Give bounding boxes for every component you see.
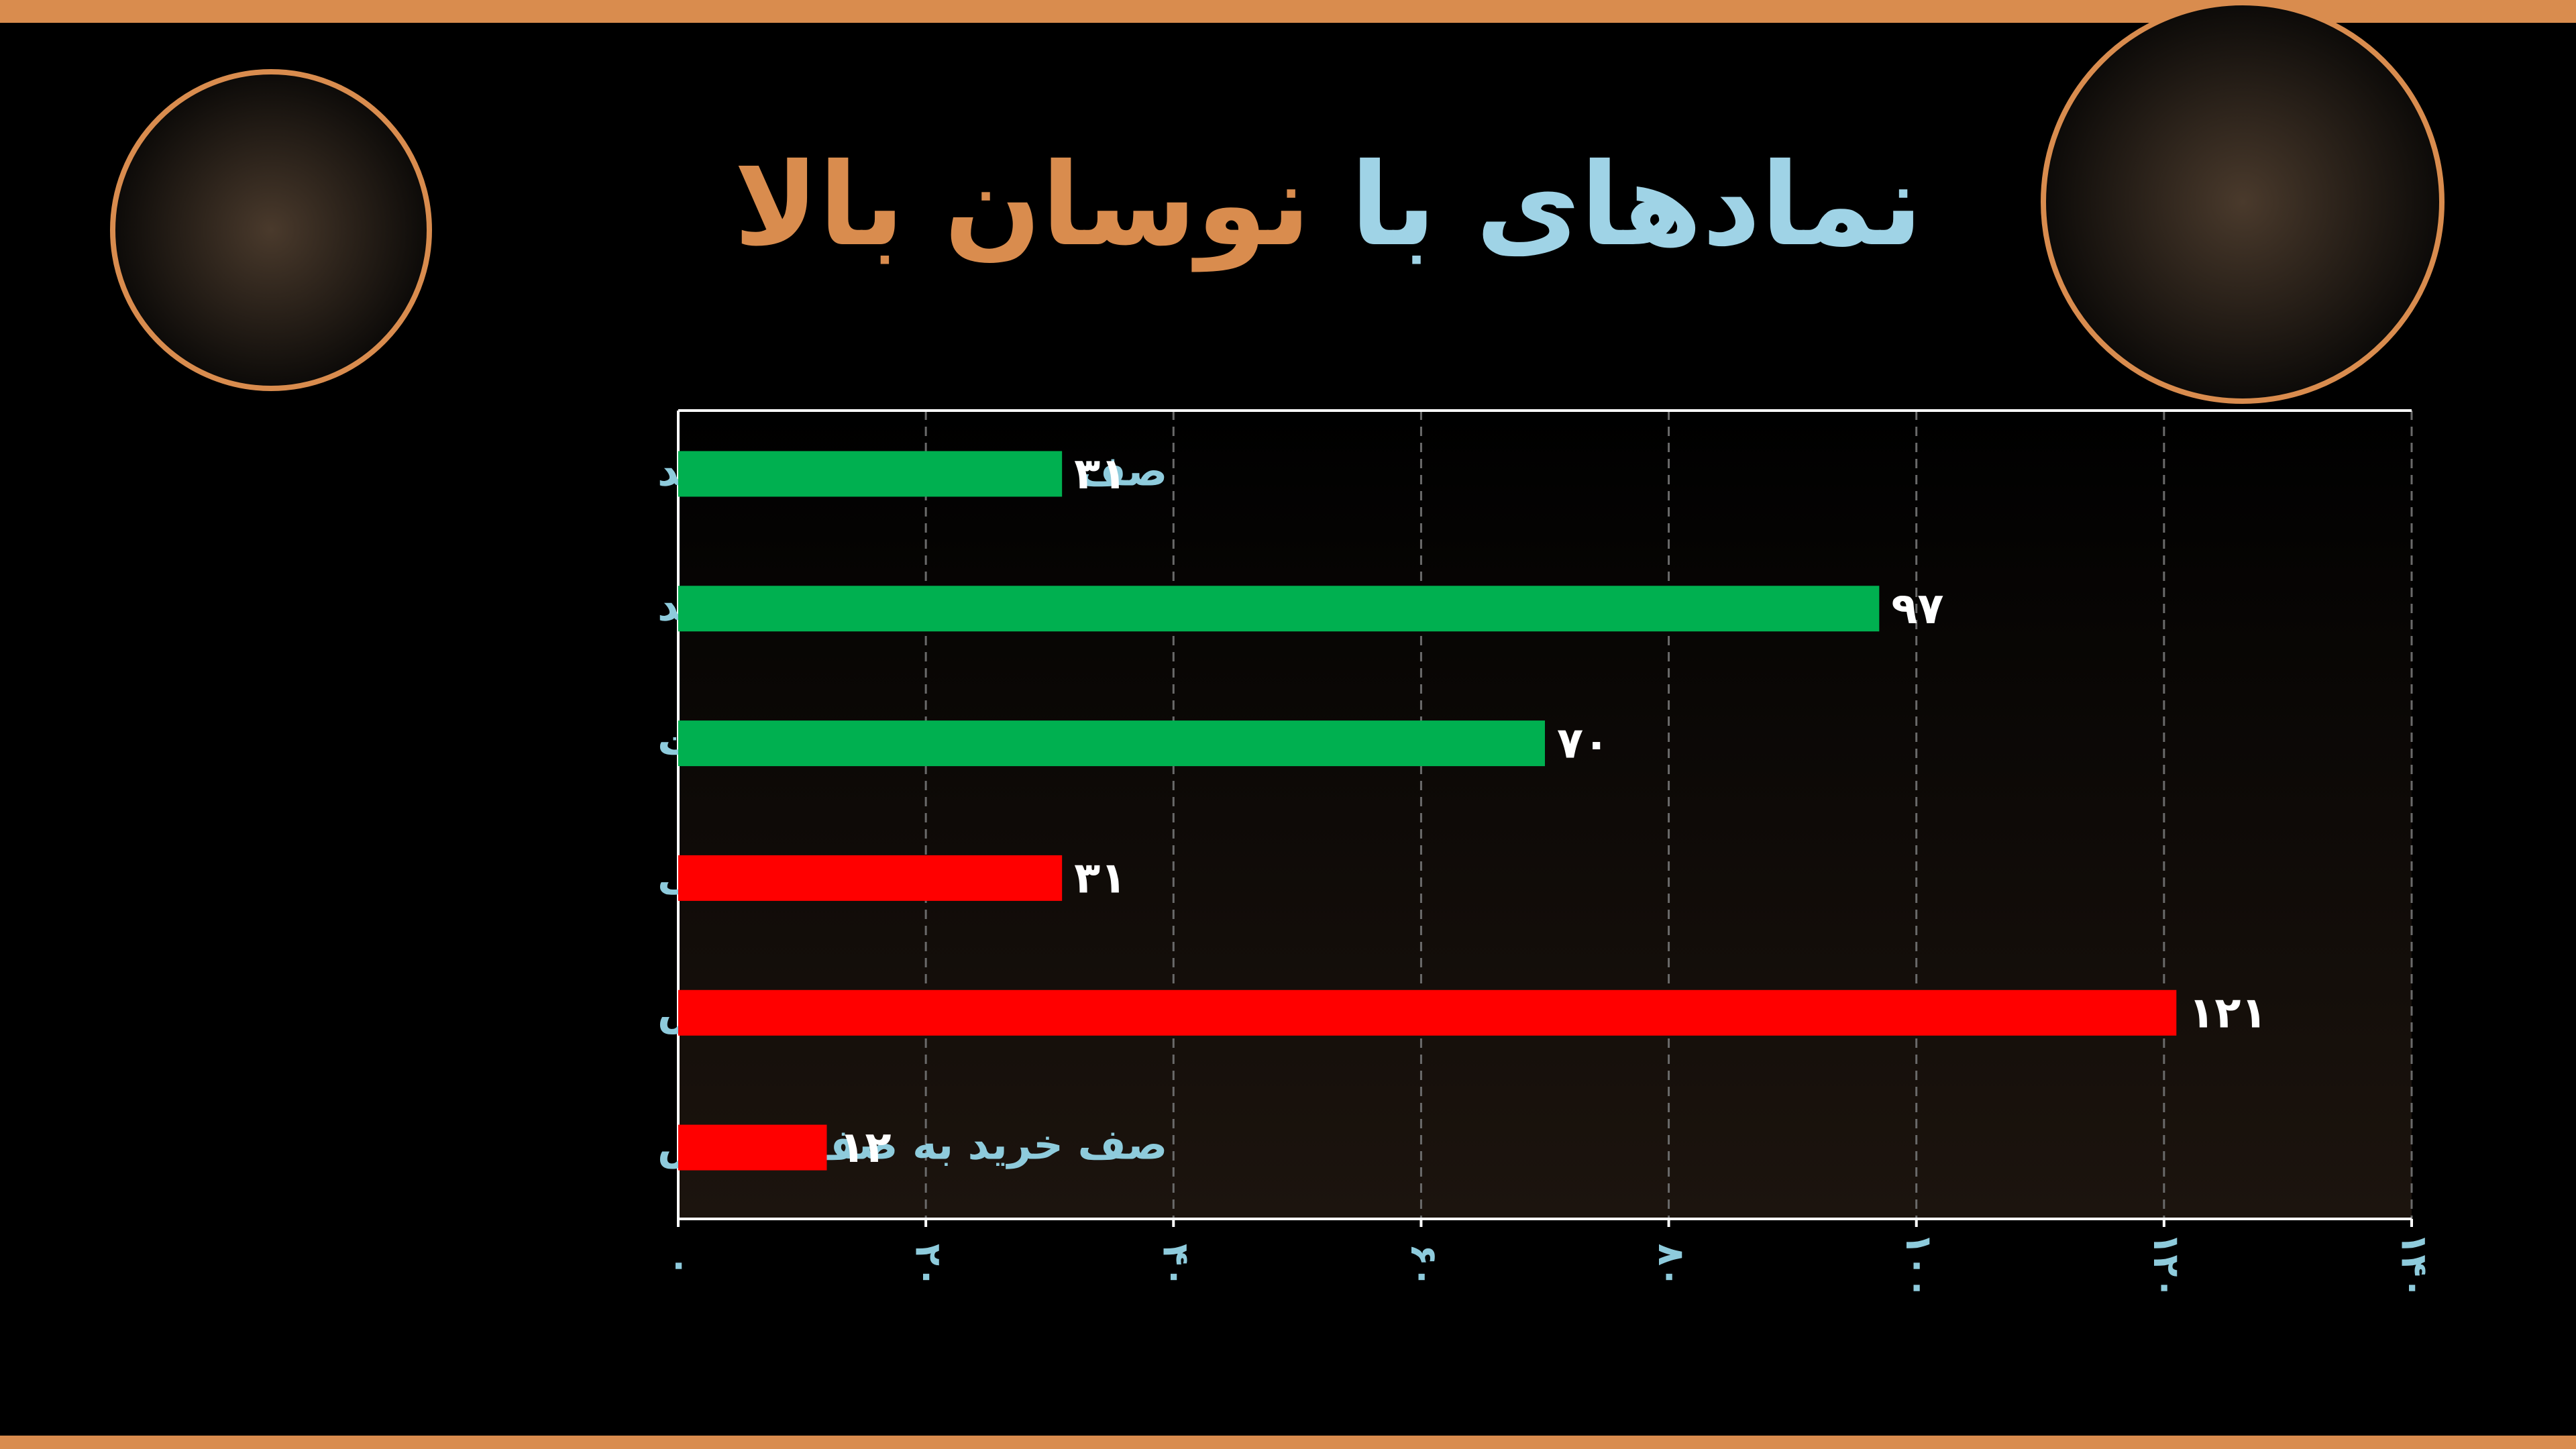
bar [678,720,1545,767]
bar [678,586,1880,632]
value-label: ۹۷ [1891,584,1943,634]
plot-area [678,411,2412,1219]
value-label: ۳۱ [1074,853,1126,903]
value-label: ۷۰ [1557,719,1609,769]
bear-image [110,69,432,391]
x-tick-label: ۸۰ [1650,1244,1693,1288]
bar [678,1124,827,1171]
value-label: ۱۲ [839,1123,891,1173]
x-tick-label: ۱۲۰ [2145,1233,2188,1299]
x-tick-label: ۱۴۰ [2393,1233,2435,1299]
value-label: ۳۱ [1074,449,1126,499]
x-tick-label: ۰ [659,1255,702,1277]
title-part: نمادهای با [1350,139,1923,272]
bar [678,989,2177,1036]
title-part: نوسان بالا [734,139,1311,272]
value-label: ۱۲۱ [2188,988,2267,1038]
bull-image [2041,0,2445,404]
chart-title: نمادهای با نوسان بالا [734,139,1923,272]
bar [678,451,1063,497]
bar [678,855,1063,901]
x-tick-label: ۴۰ [1155,1244,1197,1288]
x-tick-label: ۲۰ [908,1244,950,1288]
x-tick-label: ۶۰ [1403,1244,1445,1288]
x-tick-label: ۱۰۰ [1898,1233,1940,1299]
top-border [0,0,2576,23]
bottom-border [0,1436,2576,1449]
